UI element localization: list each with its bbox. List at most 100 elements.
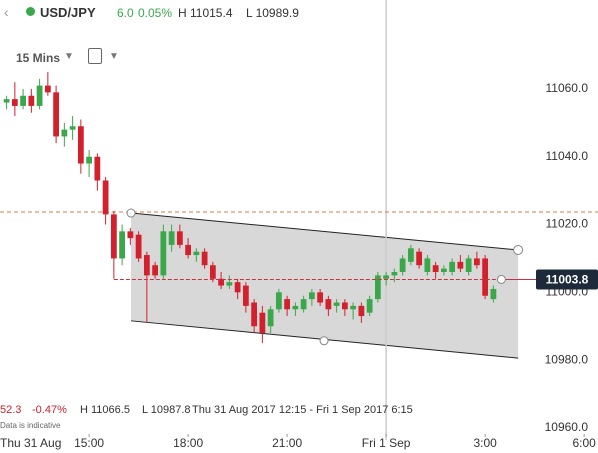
last-price-label: 11003.8	[546, 273, 589, 287]
candle	[110, 210, 117, 279]
candle-body	[135, 234, 142, 259]
candle-body	[366, 299, 373, 313]
candle	[300, 295, 307, 313]
candle-body	[350, 305, 357, 310]
candle	[457, 255, 464, 273]
candle-body	[242, 285, 249, 306]
candle-body	[317, 292, 324, 303]
candle	[317, 288, 324, 306]
candle	[94, 153, 101, 191]
handle	[513, 244, 524, 255]
candle-body	[424, 258, 431, 273]
candle	[234, 278, 241, 300]
candle-body	[308, 292, 315, 300]
candle-body	[143, 255, 150, 276]
candle-body	[218, 278, 225, 286]
candle	[28, 88, 35, 113]
symbol[interactable]: USD/JPY	[40, 5, 96, 20]
candle-body	[28, 95, 35, 106]
candle-body	[465, 258, 472, 273]
candle-body	[127, 231, 134, 239]
candle-body	[333, 302, 340, 306]
change: 6.0	[117, 6, 134, 20]
back-arrow[interactable]: ‹	[4, 4, 9, 20]
candle-body	[160, 231, 167, 276]
candle-body	[77, 126, 84, 164]
candle	[482, 255, 489, 300]
candle	[407, 244, 414, 266]
candle	[185, 238, 192, 259]
info-note: Data is indicative	[0, 421, 61, 430]
candle-body	[407, 248, 414, 262]
candle-body	[94, 156, 101, 181]
channel-area	[131, 213, 519, 359]
interval-select[interactable]: 15 Mins	[16, 51, 61, 65]
candle-body	[292, 305, 299, 310]
x-tick-label: Thu 31 Aug	[0, 436, 61, 450]
candle	[333, 299, 340, 313]
dropdown-arrow[interactable]: ▼	[109, 51, 119, 62]
candle	[251, 299, 258, 334]
candle	[259, 305, 266, 344]
candle	[366, 295, 373, 317]
candle-body	[490, 288, 497, 300]
x-tick-label: 6:00	[572, 436, 596, 450]
candle	[168, 224, 175, 252]
candle-body	[259, 312, 266, 334]
dropdown-arrow[interactable]: ▼	[64, 51, 74, 62]
candle-body	[374, 275, 381, 300]
candle	[53, 85, 59, 144]
candle	[267, 305, 274, 334]
candle-body	[209, 265, 216, 279]
last-price-box	[536, 269, 598, 290]
info-low: L 10987.8	[142, 404, 191, 416]
candle	[11, 82, 18, 117]
candle-body	[275, 292, 282, 310]
candle	[432, 261, 439, 279]
info-range: Thu 31 Aug 2017 12:15 - Fri 1 Sep 2017 6…	[192, 404, 413, 416]
candle	[292, 302, 299, 317]
channel-upper-line	[130, 212, 519, 251]
candle	[449, 258, 456, 276]
y-tick-label: 11020.0	[546, 217, 589, 231]
candle	[218, 272, 225, 289]
candle	[416, 248, 423, 269]
candle-body	[325, 299, 332, 310]
info-last: 52.3	[0, 404, 22, 416]
x-tick-label: 18:00	[173, 436, 203, 450]
candle	[490, 285, 497, 303]
info-high: H 11066.5	[80, 404, 130, 416]
candle	[143, 251, 150, 323]
candle-body	[440, 268, 447, 273]
candle	[226, 275, 233, 289]
candle	[399, 255, 406, 276]
candle	[341, 299, 348, 317]
candle-body	[226, 282, 233, 286]
x-tick-label: 15:00	[74, 436, 104, 450]
candle	[86, 149, 92, 178]
candle	[350, 302, 357, 320]
handle	[126, 208, 136, 218]
candle	[61, 122, 68, 147]
candle-body	[341, 302, 348, 310]
chart-type-icon[interactable]	[88, 48, 102, 64]
candle	[424, 255, 431, 276]
candle	[242, 282, 249, 313]
candle-body	[152, 265, 158, 276]
candle-body	[44, 85, 51, 93]
candle	[135, 231, 142, 262]
candle	[119, 224, 125, 266]
candle-body	[383, 275, 390, 279]
candle	[473, 251, 480, 269]
y-tick-label: 11040.0	[546, 149, 589, 163]
candle	[193, 248, 200, 262]
candle-body	[432, 265, 439, 273]
candle-body	[86, 156, 92, 164]
candle-body	[3, 99, 10, 103]
candle-body	[449, 261, 456, 273]
candle	[201, 248, 208, 269]
candle-body	[110, 214, 117, 259]
candle-body	[473, 258, 480, 266]
handle	[319, 336, 329, 346]
y-tick-label: 11060.0	[546, 81, 589, 95]
